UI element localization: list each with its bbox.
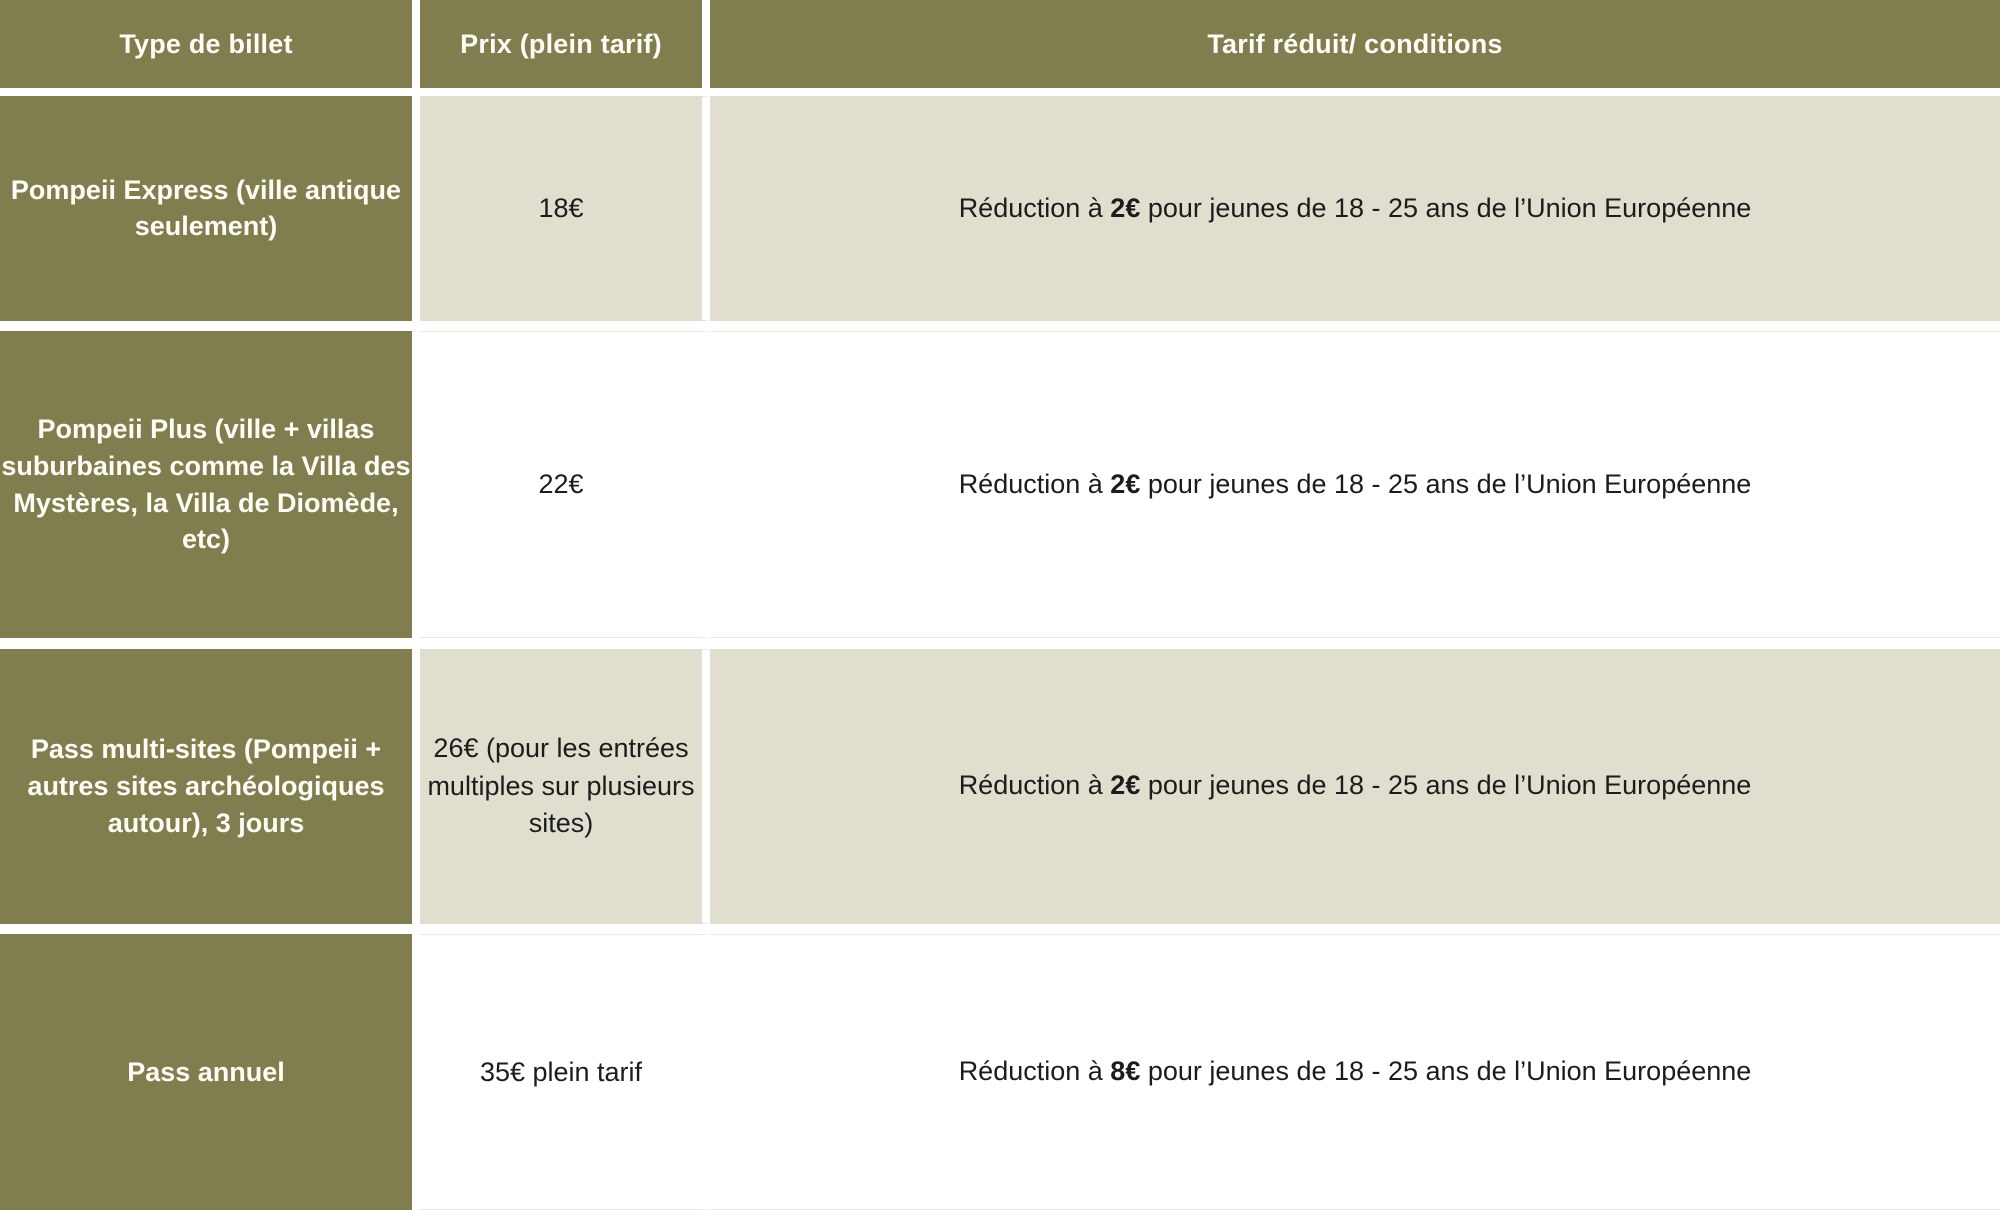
conditions-amount: 2€ (1110, 770, 1141, 801)
conditions-prefix: Réduction à (958, 1056, 1111, 1087)
conditions-prefix: Réduction à (958, 192, 1111, 223)
ticket-conditions-text: Réduction à 2€ pour jeunes de 18 - 25 an… (710, 330, 2000, 639)
row-gutter-cell (710, 320, 2000, 331)
ticket-price-value: 18€ (420, 96, 710, 321)
header-row: Type de billet Prix (plein tarif) Tarif … (0, 0, 2000, 96)
conditions-suffix: pour jeunes de 18 - 25 ans de l’Union Eu… (1140, 192, 1752, 223)
column-header-price: Prix (plein tarif) (420, 0, 710, 96)
row-gutter-cell (420, 924, 710, 935)
row-gutter-cell (0, 320, 420, 331)
row-gutter-cell (0, 924, 420, 935)
conditions-amount: 2€ (1110, 192, 1141, 223)
ticket-type-label: Pompeii Express (ville antique seulement… (0, 96, 420, 321)
conditions-prefix: Réduction à (958, 468, 1111, 499)
row-gutter-cell (710, 638, 2000, 649)
table-row: Pass annuel 35€ plein tarif Réduction à … (0, 934, 2000, 1210)
conditions-amount: 2€ (1110, 468, 1141, 499)
ticket-price-value: 26€ (pour les entrées multiples sur plus… (420, 648, 710, 925)
ticket-conditions-text: Réduction à 8€ pour jeunes de 18 - 25 an… (710, 934, 2000, 1210)
row-gutter (0, 638, 2000, 649)
row-gutter (0, 924, 2000, 935)
column-header-conditions: Tarif réduit/ conditions (710, 0, 2000, 96)
table-row: Pompeii Plus (ville + villas suburbaines… (0, 330, 2000, 639)
row-gutter-cell (420, 320, 710, 331)
conditions-suffix: pour jeunes de 18 - 25 ans de l’Union Eu… (1140, 1056, 1752, 1087)
ticket-conditions-text: Réduction à 2€ pour jeunes de 18 - 25 an… (710, 96, 2000, 321)
row-gutter-cell (420, 638, 710, 649)
row-gutter (0, 320, 2000, 331)
table-row: Pass multi-sites (Pompeii + autres sites… (0, 648, 2000, 925)
ticket-price-value: 35€ plein tarif (420, 934, 710, 1210)
conditions-suffix: pour jeunes de 18 - 25 ans de l’Union Eu… (1140, 770, 1752, 801)
ticket-type-label: Pompeii Plus (ville + villas suburbaines… (0, 330, 420, 639)
table-row: Pompeii Express (ville antique seulement… (0, 96, 2000, 321)
conditions-prefix: Réduction à (958, 770, 1111, 801)
table-header: Type de billet Prix (plein tarif) Tarif … (0, 0, 2000, 96)
column-header-type: Type de billet (0, 0, 420, 96)
conditions-suffix: pour jeunes de 18 - 25 ans de l’Union Eu… (1140, 468, 1752, 499)
ticket-type-label: Pass annuel (0, 934, 420, 1210)
ticket-conditions-text: Réduction à 2€ pour jeunes de 18 - 25 an… (710, 648, 2000, 925)
ticket-price-value: 22€ (420, 330, 710, 639)
row-gutter-cell (710, 924, 2000, 935)
conditions-amount: 8€ (1110, 1056, 1141, 1087)
ticket-type-label: Pass multi-sites (Pompeii + autres sites… (0, 648, 420, 925)
table-body: Pompeii Express (ville antique seulement… (0, 96, 2000, 1210)
row-gutter-cell (0, 638, 420, 649)
